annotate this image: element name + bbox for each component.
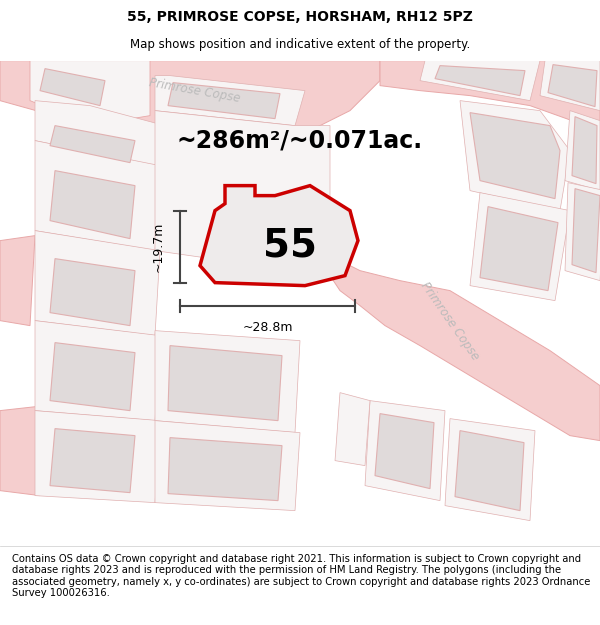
Polygon shape: [168, 346, 282, 421]
Polygon shape: [380, 61, 600, 131]
Polygon shape: [155, 421, 300, 511]
Polygon shape: [35, 101, 165, 166]
Polygon shape: [155, 331, 300, 432]
Polygon shape: [460, 101, 570, 211]
Polygon shape: [155, 111, 330, 271]
Polygon shape: [540, 61, 600, 111]
Text: Map shows position and indicative extent of the property.: Map shows position and indicative extent…: [130, 38, 470, 51]
Polygon shape: [0, 236, 35, 326]
Polygon shape: [35, 321, 160, 421]
Polygon shape: [50, 126, 135, 162]
Polygon shape: [50, 342, 135, 411]
Text: 55, PRIMROSE COPSE, HORSHAM, RH12 5PZ: 55, PRIMROSE COPSE, HORSHAM, RH12 5PZ: [127, 10, 473, 24]
Polygon shape: [35, 141, 160, 251]
Polygon shape: [0, 406, 45, 496]
Polygon shape: [35, 411, 160, 502]
Polygon shape: [455, 431, 524, 511]
Polygon shape: [565, 111, 600, 191]
Polygon shape: [435, 66, 525, 96]
Polygon shape: [50, 171, 135, 239]
Polygon shape: [0, 61, 380, 136]
Polygon shape: [335, 392, 370, 466]
Text: Primrose Copse: Primrose Copse: [418, 279, 482, 362]
Polygon shape: [155, 76, 305, 126]
Polygon shape: [35, 231, 160, 336]
Polygon shape: [168, 82, 280, 119]
Text: 55: 55: [263, 227, 317, 264]
Text: ~19.7m: ~19.7m: [151, 221, 164, 272]
Polygon shape: [572, 117, 597, 184]
Polygon shape: [30, 61, 150, 126]
Polygon shape: [200, 186, 358, 286]
Polygon shape: [50, 259, 135, 326]
Polygon shape: [470, 192, 570, 301]
Polygon shape: [480, 207, 558, 291]
Polygon shape: [548, 64, 597, 107]
Polygon shape: [50, 429, 135, 493]
Text: Primrose Copse: Primrose Copse: [148, 76, 242, 105]
Polygon shape: [565, 182, 600, 281]
Polygon shape: [40, 69, 105, 106]
Polygon shape: [365, 401, 445, 501]
Polygon shape: [470, 112, 560, 199]
Polygon shape: [420, 61, 540, 101]
Polygon shape: [375, 414, 434, 489]
Text: Contains OS data © Crown copyright and database right 2021. This information is : Contains OS data © Crown copyright and d…: [12, 554, 590, 598]
Polygon shape: [445, 419, 535, 521]
Polygon shape: [572, 189, 600, 272]
Text: ~28.8m: ~28.8m: [242, 321, 293, 334]
Polygon shape: [168, 438, 282, 501]
Polygon shape: [330, 261, 600, 441]
Text: ~286m²/~0.071ac.: ~286m²/~0.071ac.: [177, 129, 423, 152]
